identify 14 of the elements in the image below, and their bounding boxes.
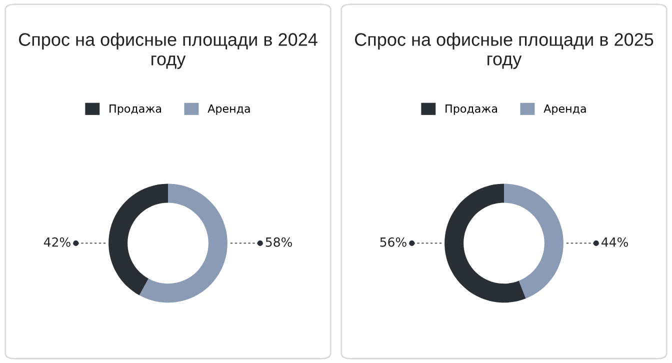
donut-slice bbox=[504, 184, 564, 298]
chart-title: Спрос на офисные площади в 2025 году bbox=[354, 32, 654, 69]
donut-slice bbox=[139, 184, 228, 303]
data-label: 42% bbox=[44, 237, 70, 247]
data-label: 58% bbox=[266, 237, 292, 247]
donut-slice bbox=[108, 184, 168, 296]
donut-slice bbox=[444, 184, 526, 303]
legend-label: Продажа bbox=[446, 104, 498, 115]
legend-label: Продажа bbox=[110, 104, 162, 115]
legend-label: Аренда bbox=[544, 104, 586, 115]
chart-title: Спрос на офисные площади в 2024 году bbox=[18, 32, 318, 69]
data-label: 56% bbox=[380, 237, 406, 247]
legend-label: Аренда bbox=[208, 104, 250, 115]
data-label: 44% bbox=[602, 237, 628, 247]
